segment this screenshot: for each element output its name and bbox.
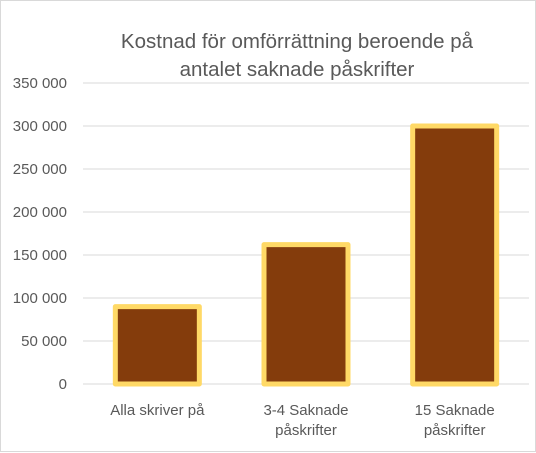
chart-title: Kostnad för omförrättning beroende på an… (121, 30, 474, 81)
y-tick-label: 0 (59, 376, 67, 393)
bar (410, 123, 500, 387)
bars (112, 123, 500, 387)
y-tick-label: 350 000 (13, 75, 67, 92)
y-tick-label: 100 000 (13, 290, 67, 307)
y-tick-label: 50 000 (21, 333, 67, 350)
x-category-label-line: 3-4 Saknade (263, 402, 348, 419)
x-category-label-line: 15 Saknade (415, 402, 495, 419)
x-category-label: 15 Saknade påskrifter (415, 402, 495, 439)
y-tick-label: 300 000 (13, 118, 67, 135)
y-tick-label: 150 000 (13, 247, 67, 264)
x-category-label-line: påskrifter (424, 422, 486, 439)
bar (261, 242, 351, 387)
x-category-label: 3-4 Saknade påskrifter (263, 402, 348, 439)
bar (112, 304, 202, 387)
y-tick-label: 200 000 (13, 204, 67, 221)
x-category-label: Alla skriver på (110, 402, 205, 419)
y-axis-tick-labels: 0 50 000 100 000 150 000 200 000 250 000 300 0… (13, 75, 67, 393)
chart-title-line-2: antalet saknade påskrifter (180, 58, 415, 81)
chart-title-line-1: Kostnad för omförrättning beroende på (121, 30, 474, 53)
x-category-label-line: påskrifter (275, 422, 337, 439)
x-category-label-line: Alla skriver på (110, 402, 205, 419)
y-tick-label: 250 000 (13, 161, 67, 178)
